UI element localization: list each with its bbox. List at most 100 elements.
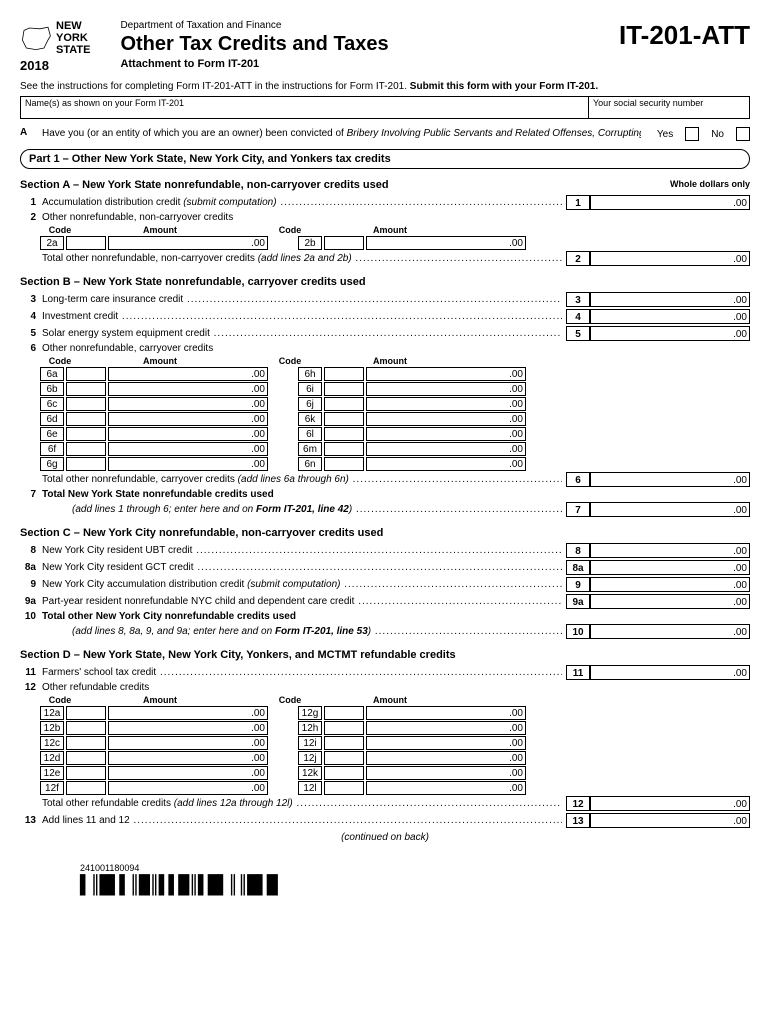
amount-6m[interactable]: .00 bbox=[366, 442, 526, 456]
question-a: A Have you (or an entity of which you ar… bbox=[20, 127, 750, 141]
code-6n[interactable] bbox=[324, 457, 364, 471]
section-a-header: Section A – New York State nonrefundable… bbox=[20, 179, 750, 191]
row-6d: 6d bbox=[40, 412, 64, 426]
line6-amount[interactable]: .00 bbox=[590, 472, 750, 487]
amount-12j[interactable]: .00 bbox=[366, 751, 526, 765]
line9a-amount[interactable]: .00 bbox=[590, 594, 750, 609]
row-12h: 12h bbox=[298, 721, 322, 735]
code-6a[interactable] bbox=[66, 367, 106, 381]
code-12a[interactable] bbox=[66, 706, 106, 720]
code-6e[interactable] bbox=[66, 427, 106, 441]
amount-6n[interactable]: .00 bbox=[366, 457, 526, 471]
amount-12e[interactable]: .00 bbox=[108, 766, 268, 780]
line13-amount[interactable]: .00 bbox=[590, 813, 750, 828]
code-6g[interactable] bbox=[66, 457, 106, 471]
amount-2b[interactable]: .00 bbox=[366, 236, 526, 250]
nys-logo: NEWYORKSTATE bbox=[20, 20, 90, 56]
row-6i: 6i bbox=[298, 382, 322, 396]
no-checkbox[interactable] bbox=[736, 127, 750, 141]
code-6c[interactable] bbox=[66, 397, 106, 411]
line1-amount[interactable]: .00 bbox=[590, 195, 750, 210]
amount-6b[interactable]: .00 bbox=[108, 382, 268, 396]
line3-amount[interactable]: .00 bbox=[590, 292, 750, 307]
code-6f[interactable] bbox=[66, 442, 106, 456]
row-12g: 12g bbox=[298, 706, 322, 720]
row-12l: 12l bbox=[298, 781, 322, 795]
amount-6l[interactable]: .00 bbox=[366, 427, 526, 441]
section-b-header: Section B – New York State nonrefundable… bbox=[20, 276, 750, 288]
code-12f[interactable] bbox=[66, 781, 106, 795]
row-6j: 6j bbox=[298, 397, 322, 411]
row-6g: 6g bbox=[40, 457, 64, 471]
code-6k[interactable] bbox=[324, 412, 364, 426]
line5-amount[interactable]: .00 bbox=[590, 326, 750, 341]
ssn-field[interactable]: Your social security number bbox=[589, 97, 749, 118]
row-6e: 6e bbox=[40, 427, 64, 441]
line10-amount[interactable]: .00 bbox=[590, 624, 750, 639]
amount-6k[interactable]: .00 bbox=[366, 412, 526, 426]
row-6k: 6k bbox=[298, 412, 322, 426]
code-12i[interactable] bbox=[324, 736, 364, 750]
code-6l[interactable] bbox=[324, 427, 364, 441]
amount-6i[interactable]: .00 bbox=[366, 382, 526, 396]
code-12l[interactable] bbox=[324, 781, 364, 795]
amount-12g[interactable]: .00 bbox=[366, 706, 526, 720]
amount-12i[interactable]: .00 bbox=[366, 736, 526, 750]
amount-12k[interactable]: .00 bbox=[366, 766, 526, 780]
amount-6e[interactable]: .00 bbox=[108, 427, 268, 441]
row-6a: 6a bbox=[40, 367, 64, 381]
code-12d[interactable] bbox=[66, 751, 106, 765]
code-6b[interactable] bbox=[66, 382, 106, 396]
line8a-amount[interactable]: .00 bbox=[590, 560, 750, 575]
amount-12f[interactable]: .00 bbox=[108, 781, 268, 795]
amount-12d[interactable]: .00 bbox=[108, 751, 268, 765]
line11-amount[interactable]: .00 bbox=[590, 665, 750, 680]
form-subtitle: Attachment to Form IT-201 bbox=[120, 58, 609, 70]
code-12k[interactable] bbox=[324, 766, 364, 780]
part1-header: Part 1 – Other New York State, New York … bbox=[20, 149, 750, 169]
amount-6f[interactable]: .00 bbox=[108, 442, 268, 456]
line9-amount[interactable]: .00 bbox=[590, 577, 750, 592]
name-field[interactable]: Name(s) as shown on your Form IT-201 bbox=[21, 97, 589, 118]
amount-6a[interactable]: .00 bbox=[108, 367, 268, 381]
line4-amount[interactable]: .00 bbox=[590, 309, 750, 324]
line1-box: 1 bbox=[566, 195, 590, 210]
code-12c[interactable] bbox=[66, 736, 106, 750]
code-6j[interactable] bbox=[324, 397, 364, 411]
row-12c: 12c bbox=[40, 736, 64, 750]
line7-amount[interactable]: .00 bbox=[590, 502, 750, 517]
nys-outline-icon bbox=[20, 24, 52, 52]
amount-6j[interactable]: .00 bbox=[366, 397, 526, 411]
amount-6g[interactable]: .00 bbox=[108, 457, 268, 471]
amount-12h[interactable]: .00 bbox=[366, 721, 526, 735]
code-12h[interactable] bbox=[324, 721, 364, 735]
amount-12l[interactable]: .00 bbox=[366, 781, 526, 795]
yes-checkbox[interactable] bbox=[685, 127, 699, 141]
code-6i[interactable] bbox=[324, 382, 364, 396]
code-6h[interactable] bbox=[324, 367, 364, 381]
amount-2a[interactable]: .00 bbox=[108, 236, 268, 250]
code-12e[interactable] bbox=[66, 766, 106, 780]
amount-12b[interactable]: .00 bbox=[108, 721, 268, 735]
row-12a: 12a bbox=[40, 706, 64, 720]
row-12i: 12i bbox=[298, 736, 322, 750]
code-12b[interactable] bbox=[66, 721, 106, 735]
amount-6h[interactable]: .00 bbox=[366, 367, 526, 381]
row-12j: 12j bbox=[298, 751, 322, 765]
row-2a: 2a bbox=[40, 236, 64, 250]
amount-6c[interactable]: .00 bbox=[108, 397, 268, 411]
code-2a[interactable] bbox=[66, 236, 106, 250]
code-12g[interactable] bbox=[324, 706, 364, 720]
amount-12a[interactable]: .00 bbox=[108, 706, 268, 720]
amount-12c[interactable]: .00 bbox=[108, 736, 268, 750]
line8-amount[interactable]: .00 bbox=[590, 543, 750, 558]
line2-amount[interactable]: .00 bbox=[590, 251, 750, 266]
code-2b[interactable] bbox=[324, 236, 364, 250]
barcode-area: 241001180094 ▌║█▌▌║█║▌▌█║▌█▌║║█▌█ bbox=[80, 863, 750, 896]
code-12j[interactable] bbox=[324, 751, 364, 765]
code-6m[interactable] bbox=[324, 442, 364, 456]
amount-6d[interactable]: .00 bbox=[108, 412, 268, 426]
department: Department of Taxation and Finance bbox=[120, 20, 609, 31]
code-6d[interactable] bbox=[66, 412, 106, 426]
line12-amount[interactable]: .00 bbox=[590, 796, 750, 811]
